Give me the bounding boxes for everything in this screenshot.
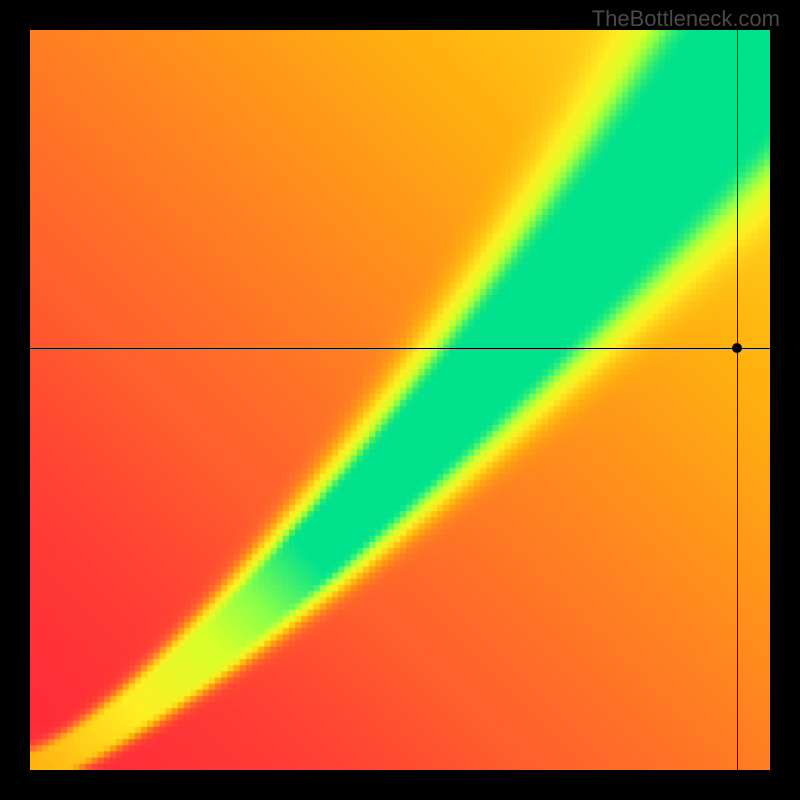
crosshair-vertical [737, 30, 738, 770]
heatmap-plot [30, 30, 770, 770]
watermark-text: TheBottleneck.com [592, 6, 780, 32]
crosshair-horizontal [30, 348, 770, 349]
heatmap-canvas [30, 30, 770, 770]
crosshair-marker [732, 343, 742, 353]
